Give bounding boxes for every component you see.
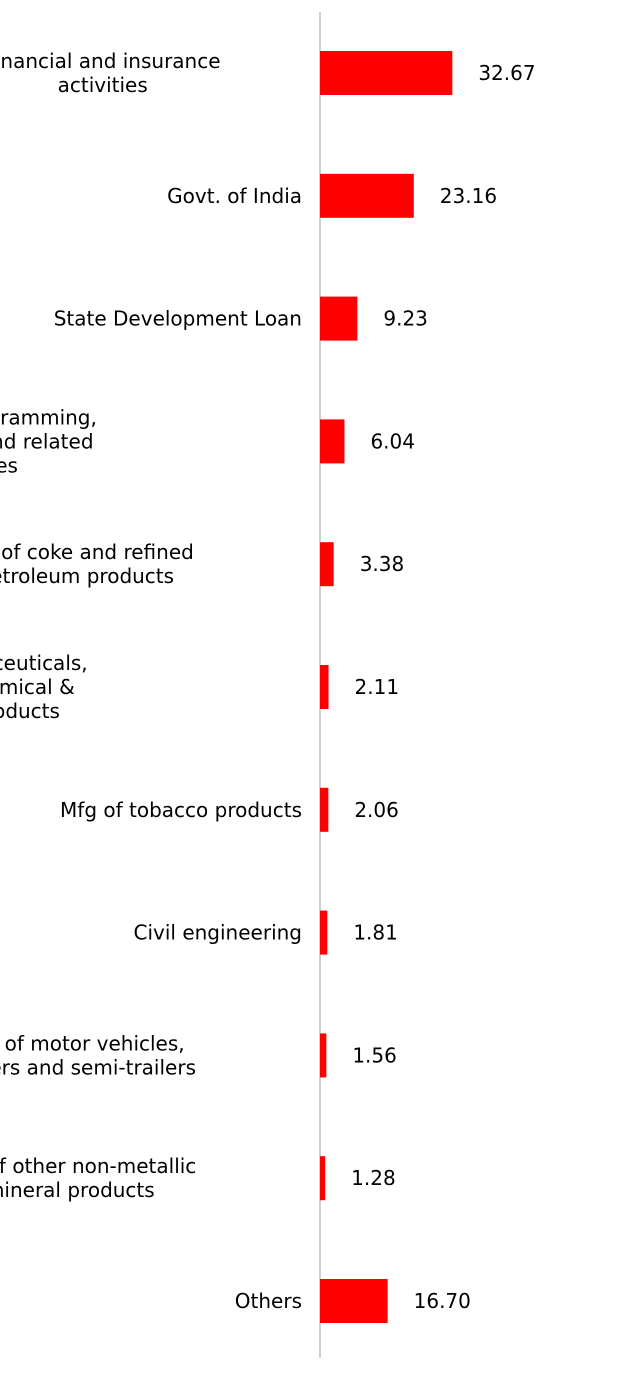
- bar-9: [320, 1156, 326, 1201]
- category-label-2: State Development Loan: [54, 307, 302, 331]
- category-label-4: Mfg of coke and refinedpetroleum product…: [0, 540, 194, 588]
- data-label-9: 1.28: [351, 1166, 396, 1190]
- data-label-7: 1.81: [353, 921, 398, 945]
- data-label-0: 32.67: [478, 61, 535, 85]
- data-label-2: 9.23: [383, 307, 428, 331]
- data-label-1: 23.16: [440, 184, 497, 208]
- data-label-8: 1.56: [352, 1043, 397, 1067]
- bar-5: [320, 665, 329, 709]
- data-label-5: 2.11: [355, 675, 400, 699]
- category-label-7: Civil engineering: [134, 921, 303, 945]
- category-label-1: Govt. of India: [167, 184, 302, 208]
- bar-7: [320, 910, 328, 955]
- bar-0: [320, 51, 453, 95]
- category-label-5: Mfg of pharmaceuticals,medicinal chemica…: [0, 651, 88, 723]
- category-label-0: Financial and insurance activities: [0, 49, 221, 97]
- bar-6: [320, 787, 329, 832]
- bar-2: [320, 296, 358, 341]
- category-label-6: Mfg of tobacco products: [60, 798, 302, 822]
- bar-3: [320, 419, 345, 464]
- category-label-10: Others: [235, 1289, 302, 1313]
- category-label-3: Computer programming,consultancy and rel…: [0, 405, 97, 477]
- bar-10: [320, 1279, 388, 1323]
- data-label-3: 6.04: [370, 429, 415, 453]
- bar-8: [320, 1033, 327, 1078]
- data-label-4: 3.38: [360, 552, 405, 576]
- data-label-6: 2.06: [354, 798, 399, 822]
- data-label-10: 16.70: [414, 1289, 471, 1313]
- category-label-8: Mfg of motor vehicles,trailers and semi-…: [0, 1031, 196, 1079]
- bar-4: [320, 542, 334, 587]
- bar-1: [320, 173, 414, 218]
